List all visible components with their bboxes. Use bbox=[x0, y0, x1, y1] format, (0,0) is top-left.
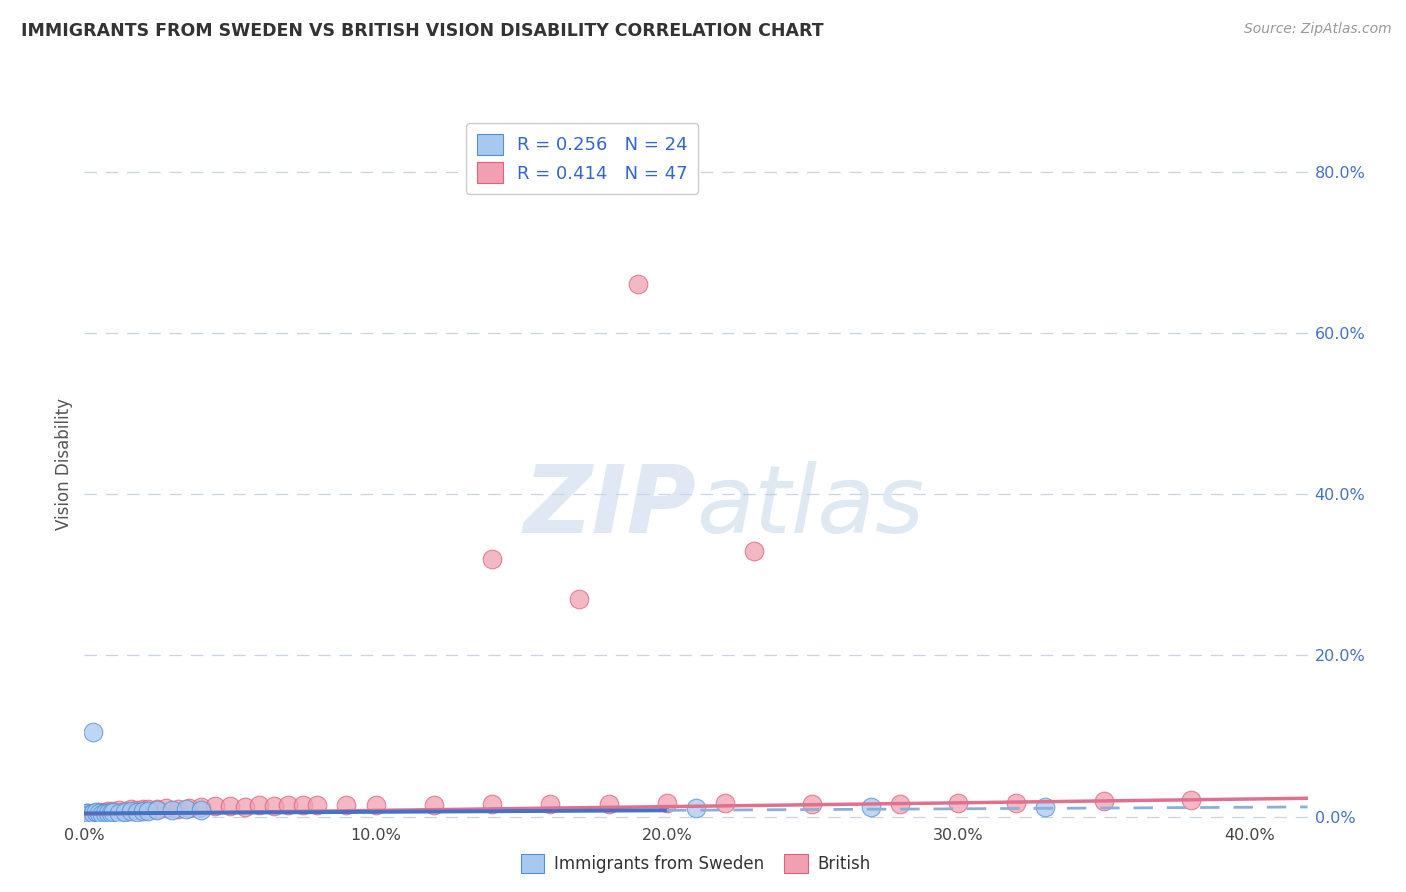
Text: atlas: atlas bbox=[696, 461, 924, 552]
Point bbox=[93, 805, 117, 820]
Point bbox=[233, 800, 256, 814]
Point bbox=[108, 803, 131, 817]
Point bbox=[538, 797, 561, 811]
Point bbox=[108, 805, 131, 820]
Point bbox=[120, 804, 142, 818]
Point bbox=[742, 543, 765, 558]
Point bbox=[93, 805, 117, 819]
Point bbox=[1180, 793, 1202, 807]
Point bbox=[627, 277, 650, 292]
Point bbox=[146, 803, 169, 817]
Point bbox=[247, 798, 270, 813]
Point bbox=[82, 725, 104, 739]
Point bbox=[131, 804, 153, 818]
Point bbox=[176, 802, 198, 816]
Point bbox=[179, 801, 201, 815]
Point bbox=[87, 806, 110, 821]
Point bbox=[79, 807, 101, 822]
Point bbox=[100, 805, 122, 820]
Point bbox=[82, 805, 104, 820]
Point bbox=[204, 799, 226, 814]
Point bbox=[103, 804, 125, 818]
Point bbox=[114, 805, 136, 819]
Point bbox=[481, 797, 503, 811]
Point bbox=[568, 591, 591, 606]
Point bbox=[155, 801, 177, 815]
Point bbox=[76, 806, 98, 821]
Point bbox=[190, 800, 212, 814]
Point bbox=[481, 551, 503, 566]
Point bbox=[90, 805, 112, 820]
Point bbox=[131, 802, 153, 816]
Point bbox=[307, 798, 329, 813]
Point bbox=[166, 801, 188, 815]
Legend: Immigrants from Sweden, British: Immigrants from Sweden, British bbox=[515, 847, 877, 880]
Point bbox=[889, 797, 911, 811]
Point bbox=[335, 797, 357, 812]
Point bbox=[97, 806, 120, 821]
Point bbox=[160, 803, 183, 817]
Point bbox=[125, 803, 148, 817]
Point bbox=[291, 798, 314, 813]
Point bbox=[190, 803, 212, 817]
Point bbox=[219, 799, 242, 814]
Point bbox=[364, 797, 387, 812]
Point bbox=[859, 800, 882, 814]
Point bbox=[82, 806, 104, 821]
Text: ZIP: ZIP bbox=[523, 460, 696, 553]
Point bbox=[714, 796, 737, 810]
Point bbox=[146, 801, 169, 815]
Point bbox=[90, 807, 112, 822]
Point bbox=[263, 799, 285, 814]
Point bbox=[423, 797, 446, 812]
Point bbox=[138, 801, 160, 815]
Point bbox=[76, 805, 98, 820]
Point bbox=[801, 797, 824, 811]
Point bbox=[1035, 800, 1057, 814]
Point bbox=[87, 805, 110, 819]
Point bbox=[120, 802, 142, 816]
Y-axis label: Vision Disability: Vision Disability bbox=[55, 398, 73, 530]
Text: Source: ZipAtlas.com: Source: ZipAtlas.com bbox=[1244, 22, 1392, 37]
Point bbox=[1005, 796, 1028, 810]
Point bbox=[598, 797, 620, 811]
Point bbox=[84, 805, 107, 819]
Point bbox=[97, 804, 120, 818]
Point bbox=[138, 804, 160, 818]
Point bbox=[1092, 794, 1115, 808]
Point bbox=[655, 796, 678, 810]
Text: IMMIGRANTS FROM SWEDEN VS BRITISH VISION DISABILITY CORRELATION CHART: IMMIGRANTS FROM SWEDEN VS BRITISH VISION… bbox=[21, 22, 824, 40]
Point bbox=[100, 805, 122, 820]
Point bbox=[103, 805, 125, 819]
Point bbox=[84, 806, 107, 821]
Point bbox=[125, 805, 148, 819]
Point bbox=[946, 796, 969, 810]
Point bbox=[277, 798, 299, 813]
Point bbox=[685, 801, 707, 815]
Point bbox=[114, 804, 136, 818]
Point bbox=[79, 807, 101, 822]
